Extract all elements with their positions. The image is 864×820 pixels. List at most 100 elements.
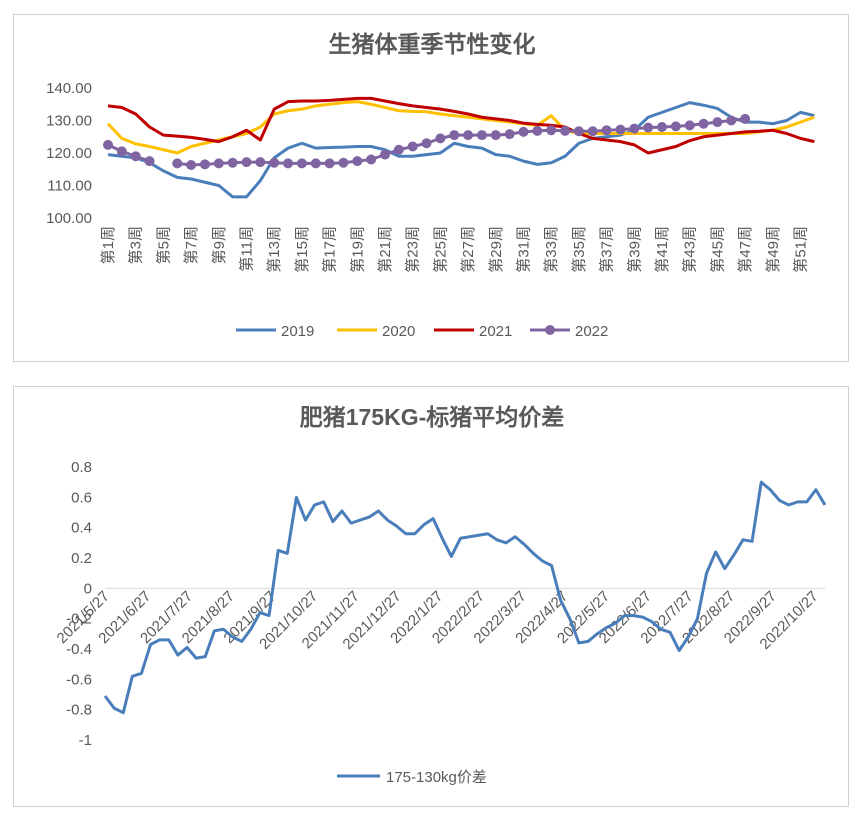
chart2-ytick-label: -1 bbox=[79, 732, 92, 749]
series-point-2022 bbox=[310, 158, 321, 169]
series-point-2022 bbox=[435, 133, 446, 144]
series-point-2022 bbox=[407, 141, 418, 152]
chart1-xtick-label: 第39周 bbox=[625, 226, 643, 273]
chart1-xtick-label: 第47周 bbox=[736, 226, 754, 273]
series-point-2022 bbox=[740, 113, 751, 124]
series-point-2022 bbox=[241, 157, 252, 168]
chart2-ytick-label: 0.4 bbox=[71, 520, 92, 537]
series-point-2022 bbox=[560, 125, 571, 136]
series-point-2022 bbox=[186, 160, 197, 171]
series-point-2022 bbox=[199, 159, 210, 170]
series-point-2022 bbox=[227, 157, 238, 168]
series-point-2022 bbox=[172, 158, 183, 169]
series-point-2022 bbox=[601, 125, 612, 136]
series-line-2019 bbox=[107, 101, 815, 199]
chart2-ytick-label: 0.6 bbox=[71, 489, 92, 506]
series-point-2022 bbox=[366, 154, 377, 165]
chart1-ytick-label: 130.00 bbox=[46, 113, 92, 130]
chart1-xtick-label: 第33周 bbox=[542, 226, 560, 273]
series-point-2022 bbox=[726, 115, 737, 126]
legend-label-2022: 2022 bbox=[575, 323, 608, 340]
chart1-xtick-label: 第5周 bbox=[154, 226, 172, 264]
weight-chart-panel bbox=[13, 14, 849, 362]
series-point-2022 bbox=[670, 121, 681, 132]
series-point-2022 bbox=[712, 117, 723, 128]
series-point-2022 bbox=[103, 139, 113, 150]
chart1-xtick-label: 第35周 bbox=[570, 226, 588, 273]
series-point-2022 bbox=[518, 126, 529, 137]
chart1-xtick-label: 第19周 bbox=[348, 226, 366, 273]
series-point-2022 bbox=[476, 130, 487, 141]
chart1-xtick-label: 第51周 bbox=[792, 226, 810, 273]
series-point-2022 bbox=[255, 157, 266, 168]
chart1-xtick-label: 第13周 bbox=[265, 226, 283, 273]
series-point-2022 bbox=[283, 158, 294, 169]
legend-label-2020: 2020 bbox=[382, 323, 415, 340]
chart1-xtick-label: 第27周 bbox=[459, 226, 477, 273]
chart2-ytick-label: 0.8 bbox=[71, 459, 92, 476]
series-point-2022 bbox=[684, 120, 695, 131]
chart2-ytick-label: -0.8 bbox=[66, 702, 92, 719]
chart1-xtick-label: 第15周 bbox=[293, 226, 311, 273]
series-line-2022 bbox=[107, 143, 151, 163]
spread-chart-panel bbox=[13, 386, 849, 807]
chart1-xtick-label: 第11周 bbox=[238, 226, 256, 272]
series-point-2022 bbox=[269, 157, 280, 168]
series-point-2022 bbox=[393, 144, 404, 155]
chart1-xtick-label: 第25周 bbox=[431, 226, 449, 273]
chart1-ytick-label: 100.00 bbox=[46, 210, 92, 227]
series-point-2022 bbox=[573, 126, 584, 137]
series-point-2022 bbox=[629, 123, 640, 134]
chart1-xtick-label: 第29周 bbox=[487, 226, 505, 273]
legend-marker-2022 bbox=[545, 325, 555, 335]
chart1-xtick-label: 第7周 bbox=[182, 226, 200, 264]
chart2-ytick-label: -0.6 bbox=[66, 671, 92, 688]
series-point-2022 bbox=[213, 158, 224, 169]
series-line-2021 bbox=[107, 96, 815, 155]
series-line-spread bbox=[103, 480, 827, 715]
legend-label-2021: 2021 bbox=[479, 323, 512, 340]
chart2-ytick-label: 0 bbox=[84, 580, 92, 597]
series-point-2022 bbox=[144, 156, 155, 167]
chart1-xtick-label: 第9周 bbox=[210, 226, 228, 264]
legend-label-spread: 175-130kg价差 bbox=[386, 769, 487, 786]
chart1-ytick-label: 140.00 bbox=[46, 80, 92, 97]
chart1-xtick-label: 第41周 bbox=[653, 226, 671, 273]
chart1-title: 生猪体重季节性变化 bbox=[329, 31, 536, 57]
chart1-xtick-label: 第1周 bbox=[99, 226, 117, 264]
chart1-xtick-label: 第45周 bbox=[708, 226, 726, 273]
chart1-xtick-label: 第43周 bbox=[681, 226, 699, 273]
series-point-2022 bbox=[546, 125, 557, 136]
series-point-2022 bbox=[698, 118, 709, 129]
series-point-2022 bbox=[324, 158, 335, 169]
chart1-xtick-label: 第21周 bbox=[376, 226, 394, 273]
series-point-2022 bbox=[296, 158, 307, 169]
series-point-2022 bbox=[532, 125, 543, 136]
series-point-2022 bbox=[338, 157, 349, 168]
chart2-ytick-label: -0.2 bbox=[66, 611, 92, 628]
chart1-ytick-label: 120.00 bbox=[46, 145, 92, 162]
chart1-xtick-label: 第23周 bbox=[404, 226, 422, 273]
series-point-2022 bbox=[421, 138, 432, 149]
series-point-2022 bbox=[380, 149, 390, 160]
series-point-2022 bbox=[130, 151, 141, 162]
chart1-ytick-label: 110.00 bbox=[47, 178, 92, 195]
series-point-2022 bbox=[463, 130, 474, 141]
series-point-2022 bbox=[587, 126, 598, 137]
chart2-ytick-label: -0.4 bbox=[66, 641, 92, 658]
legend-label-2019: 2019 bbox=[281, 323, 314, 340]
series-point-2022 bbox=[643, 122, 654, 133]
chart2-ytick-label: 0.2 bbox=[71, 550, 92, 567]
series-point-2022 bbox=[490, 130, 501, 141]
chart1-xtick-label: 第31周 bbox=[515, 226, 533, 273]
series-point-2022 bbox=[615, 124, 626, 135]
series-point-2022 bbox=[352, 156, 363, 167]
series-point-2022 bbox=[504, 129, 515, 140]
chart1-xtick-label: 第17周 bbox=[321, 226, 339, 273]
series-point-2022 bbox=[657, 122, 667, 132]
chart1-xtick-label: 第3周 bbox=[127, 226, 145, 264]
series-point-2022 bbox=[116, 146, 127, 157]
chart2-title: 肥猪175KG-标猪平均价差 bbox=[300, 404, 565, 430]
series-point-2022 bbox=[449, 130, 460, 141]
